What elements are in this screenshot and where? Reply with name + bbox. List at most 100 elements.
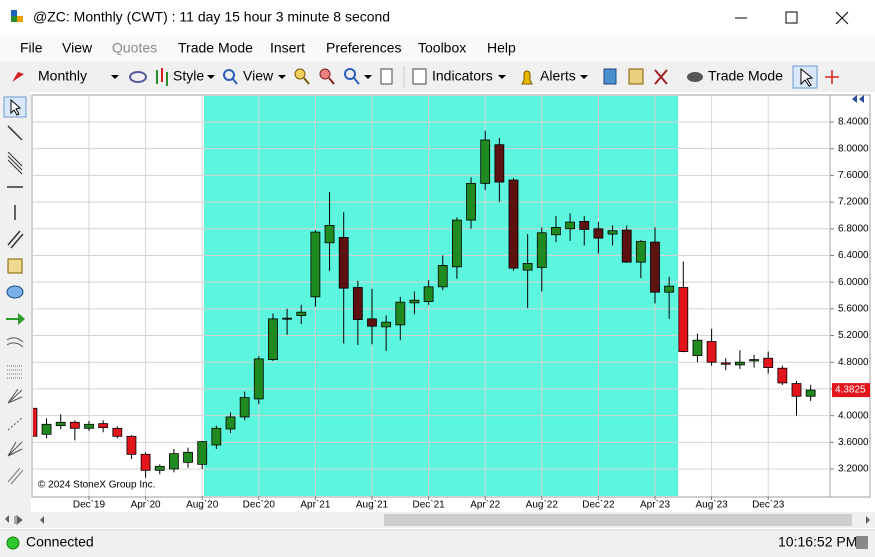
- x-tick-label: Apr`20: [131, 499, 161, 511]
- candle-body: [183, 451, 193, 463]
- dropdown-arrow[interactable]: [207, 75, 215, 79]
- window-icon[interactable]: [603, 68, 617, 85]
- candle-body: [593, 228, 604, 239]
- y-tick-label: 6.8000: [838, 223, 869, 234]
- close-button[interactable]: [835, 11, 849, 25]
- menu-item[interactable]: Preferences: [326, 40, 401, 56]
- scroll-thumb[interactable]: [384, 514, 852, 526]
- menu-item[interactable]: Insert: [270, 40, 305, 56]
- line-tool[interactable]: [7, 125, 23, 141]
- palette-icon[interactable]: [628, 68, 644, 85]
- last-price-box: [832, 383, 870, 398]
- candle-body: [805, 389, 816, 397]
- candle-body: [480, 139, 491, 184]
- toolbar-item[interactable]: Monthly: [38, 68, 87, 84]
- menu-item[interactable]: Trade Mode: [178, 40, 253, 56]
- menu-item[interactable]: File: [20, 40, 43, 56]
- zoom-out-icon[interactable]: [319, 68, 335, 85]
- y-tick-label: 7.2000: [838, 197, 869, 208]
- x-tick-label: Dec`20: [243, 499, 276, 511]
- menu-item[interactable]: Quotes: [112, 40, 157, 56]
- toolbar-item[interactable]: Indicators: [432, 68, 493, 84]
- scroll-back[interactable]: [40, 516, 44, 524]
- candle-body: [763, 357, 774, 368]
- view-icon[interactable]: [223, 69, 238, 85]
- callout-tool[interactable]: [6, 285, 24, 299]
- pointer-icon: [800, 67, 814, 87]
- dropdown-arrow[interactable]: [580, 75, 588, 79]
- draw-icon[interactable]: [129, 71, 147, 83]
- candle-body: [466, 182, 476, 221]
- x-tick-label: Dec`22: [582, 499, 615, 511]
- zoom-icon[interactable]: [344, 68, 360, 85]
- fan-tool[interactable]: [7, 388, 23, 404]
- last-price-label: 4.3825: [835, 385, 866, 396]
- indicators-icon[interactable]: [412, 68, 427, 85]
- window-title: @ZC: Monthly (CWT) : 11 day 15 hour 3 mi…: [33, 9, 390, 25]
- dropdown-arrow[interactable]: [278, 75, 286, 79]
- dropdown-arrow[interactable]: [498, 75, 506, 79]
- x-tick-label: Aug`20: [186, 499, 219, 511]
- menu-item[interactable]: Toolbox: [418, 40, 466, 56]
- collapse-button[interactable]: [852, 95, 864, 103]
- alerts-icon[interactable]: [521, 70, 533, 85]
- candle-body: [678, 287, 689, 352]
- toolbar-item[interactable]: Trade Mode: [708, 68, 783, 84]
- dropdown-arrow[interactable]: [364, 75, 372, 79]
- candle-body: [706, 341, 717, 363]
- clock: 10:16:52 PM: [778, 534, 857, 550]
- zoom-in-icon[interactable]: [294, 68, 310, 85]
- x-tick-label: Dec`21: [412, 499, 445, 511]
- toolbar-item[interactable]: Alerts: [540, 68, 576, 84]
- toolbar-item[interactable]: Style: [173, 68, 204, 84]
- plot-area: [33, 96, 830, 496]
- wave-tool[interactable]: [6, 337, 24, 348]
- x-tick-label: Apr`23: [640, 499, 670, 511]
- candle-body: [494, 144, 505, 183]
- toolbar-item[interactable]: View: [243, 68, 274, 84]
- candle-body: [423, 286, 434, 302]
- y-tick-label: 3.2000: [838, 464, 869, 475]
- app-icon: [11, 10, 23, 22]
- crosshair-icon[interactable]: [825, 70, 839, 84]
- arrow-tool[interactable]: [6, 313, 25, 325]
- dropdown-arrow[interactable]: [111, 75, 119, 79]
- note-tool[interactable]: [7, 258, 23, 274]
- scroll-left[interactable]: [5, 515, 9, 523]
- style-icon[interactable]: [156, 68, 168, 86]
- cut-icon[interactable]: [654, 69, 668, 85]
- trade-mode-icon[interactable]: [687, 72, 703, 82]
- scroll-right[interactable]: [866, 516, 870, 524]
- y-tick-label: 4.0000: [838, 410, 869, 421]
- pitchfork-tool[interactable]: [7, 467, 24, 485]
- status-bar: [0, 530, 875, 557]
- maximize-button[interactable]: [785, 11, 798, 24]
- menu-bar: [0, 35, 875, 62]
- candle-body: [692, 339, 703, 356]
- candle-body: [395, 301, 406, 326]
- candle-body: [565, 221, 575, 230]
- refresh-icon[interactable]: [380, 68, 393, 85]
- candle-body: [536, 232, 547, 268]
- candle-body: [168, 453, 179, 470]
- candle-body: [98, 423, 109, 429]
- menu-item[interactable]: Help: [487, 40, 516, 56]
- candle-body: [451, 219, 462, 268]
- candle-body: [268, 318, 278, 360]
- x-tick-label: Apr`22: [470, 499, 500, 511]
- scroll-start[interactable]: [14, 514, 23, 526]
- ray-tool[interactable]: [7, 417, 23, 431]
- pin-icon[interactable]: [12, 72, 24, 82]
- fibonacci-tool[interactable]: [7, 365, 23, 379]
- candle-body: [579, 221, 590, 230]
- channel-tool[interactable]: [7, 151, 23, 175]
- candle-body: [367, 318, 377, 327]
- menu-item[interactable]: View: [62, 40, 93, 56]
- y-tick-label: 8.0000: [838, 143, 869, 154]
- gann-tool[interactable]: [7, 441, 23, 457]
- status-icon: [856, 536, 868, 549]
- y-tick-label: 5.6000: [838, 303, 869, 314]
- y-tick-label: 5.2000: [838, 330, 869, 341]
- candle-body: [409, 299, 420, 304]
- parallel-tool[interactable]: [7, 230, 24, 249]
